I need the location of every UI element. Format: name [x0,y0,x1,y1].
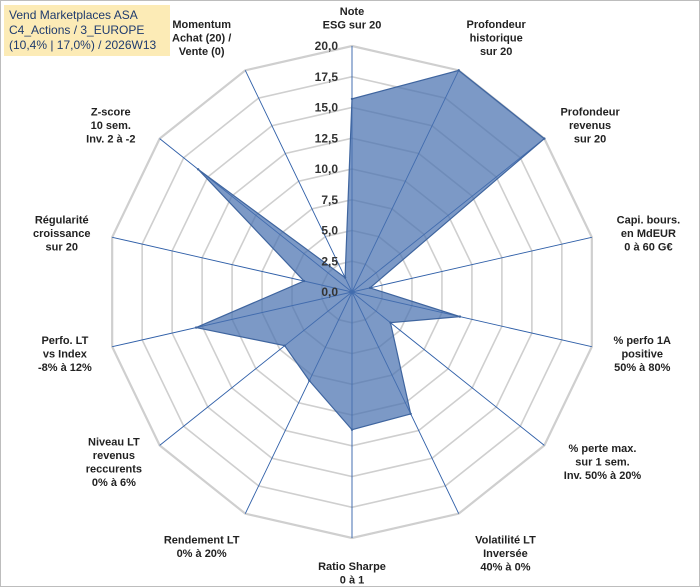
axis-label: Z-score 10 sem. Inv. 2 à -2 [86,106,135,145]
series-point [409,412,412,416]
series-point [368,286,372,290]
axis-label: % perfo 1A positive 50% à 80% [613,335,671,374]
tick-label: 12,5 [315,131,339,145]
series-point [283,344,286,347]
series-point [458,315,462,318]
axis-label: Rendement LT 0% à 20% [164,534,240,560]
axis-label: Perfo. LT vs Index -8% à 12% [38,335,92,374]
title-line-1: Vend Marketplaces ASA [9,8,138,22]
series-point [308,379,311,382]
radar-axis-labels: Note ESG sur 20 Profondeur historique sur 20… [33,6,680,587]
radar-series [194,69,546,431]
series-point [350,97,354,101]
tick-label: 10,0 [315,162,339,176]
series-area [194,69,546,431]
axis-label: Profondeur historique sur 20 [467,19,527,58]
tick-label: 5,0 [321,224,338,238]
tick-label: 0,0 [321,285,338,299]
series-point [457,69,460,72]
title-line-2: C4_Actions / 3_EUROPE [9,23,145,37]
tick-label: 7,5 [321,193,338,207]
axis-label: Ratio Sharpe 0 à 1 [318,561,386,587]
series-point [194,326,198,329]
title-line-3: (10,4% | 17,0%) / 2026W13 [9,38,157,52]
tick-label: 15,0 [315,101,339,115]
tick-label: 17,5 [315,70,339,84]
series-point [543,137,546,140]
tick-label: 20,0 [315,39,339,53]
axis-label: Capi. bours. en MdEUR 0 à 60 G€ [617,215,681,254]
axis-label: Volatilité LT Inversée 40% à 0% [475,534,536,573]
series-point [302,279,306,283]
chart-title-box: Vend Marketplaces ASA C4_Actions / 3_EUR… [4,5,170,56]
axis-label: % perte max. sur 1 sem. Inv. 50% à 20% [564,443,642,482]
axis-label: Régularité croissance sur 20 [33,215,90,254]
spoke-line [351,236,592,293]
axis-label: Note ESG sur 20 [323,6,382,32]
axis-label: Momentum Achat (20) / Vente (0) [172,19,231,58]
series-point [350,428,354,431]
series-point [389,321,392,324]
series-point [196,168,200,171]
radar-tick-labels: 0,0 2,5 5,0 7,5 10,0 12,5 15,0 17,5 20,0 [315,39,339,299]
axis-label: Profondeur revenus sur 20 [560,106,620,145]
series-point [343,276,347,279]
spoke-line [244,70,353,293]
tick-label: 2,5 [321,254,338,268]
axis-label: Niveau LT revenus reccurents 0% à 6% [86,436,142,489]
